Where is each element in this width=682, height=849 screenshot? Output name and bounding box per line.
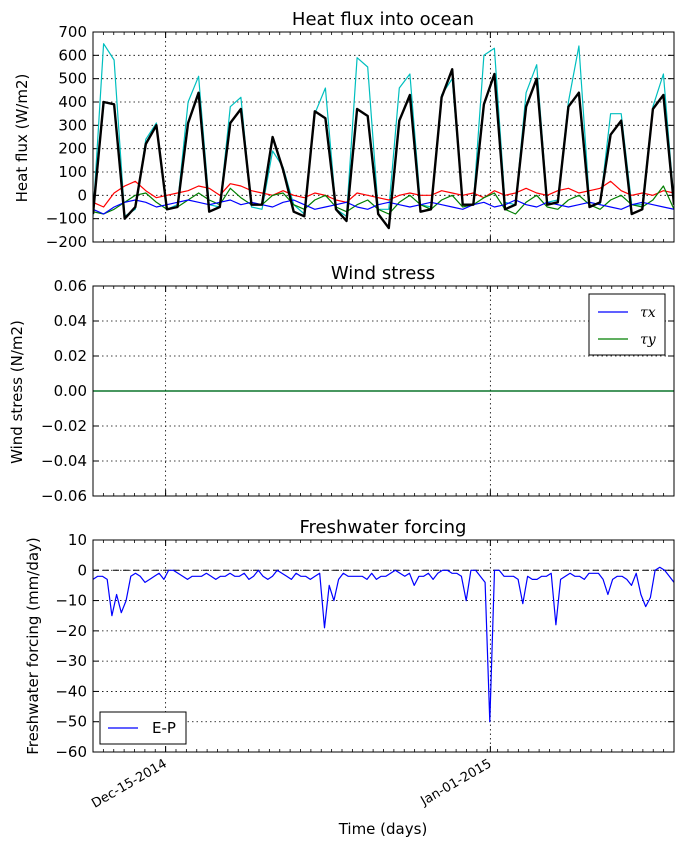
y-axis-label: Freshwater forcing (mm/day) [24,537,42,755]
y-tick-label: 200 [58,140,87,158]
series-line [93,199,674,215]
legend-box [588,293,666,356]
wind-stress-panel: Wind stress Wind stress (N/m2) −0.06 −0.0… [8,263,675,505]
y-axis-label: Wind stress (N/m2) [8,320,26,464]
y-tick-label: 400 [58,93,87,111]
y-tick-label: 600 [58,46,87,64]
y-tick-label: −50 [55,713,87,731]
y-tick-label: −10 [55,592,87,610]
heat-flux-panel: Heat flux into ocean Heat flux (W/m2) −2… [13,9,675,251]
series-line [93,43,674,217]
y-tick-label: 0 [77,561,87,579]
y-tick-label: 0 [77,186,87,204]
series-line [93,180,674,208]
y-tick-label: 0.02 [54,347,87,365]
x-tick-label: Dec-15-2014 [89,756,169,811]
series-line [93,185,674,215]
legend-label: E-P [152,719,176,737]
y-tick-label: 0.00 [54,382,87,400]
legend: τx τy [588,293,666,356]
y-tick-label: −200 [46,233,87,251]
y-tick-label: −20 [55,622,87,640]
y-axis-label: Heat flux (W/m2) [13,74,31,203]
chart-title: Freshwater forcing [299,517,466,538]
y-tick-label: 500 [58,70,87,88]
plot-frame [92,539,675,753]
y-tick-label: −60 [55,743,87,761]
x-axis-label: Time (days) [338,820,428,838]
y-tick-label: 100 [58,163,87,181]
y-tick-label: −40 [55,682,87,700]
y-tick-label: 10 [68,531,87,549]
x-tick-label: Jan-01-2015 [418,756,495,809]
y-tick-label: −0.04 [41,452,87,470]
y-tick-label: 700 [58,23,87,41]
freshwater-panel: Freshwater forcing Freshwater forcing (m… [24,517,675,838]
y-tick-label: 0.04 [54,312,87,330]
y-tick-label: 0.06 [54,277,87,295]
plot-frame [92,285,675,497]
legend: E-P [99,711,187,745]
chart-title: Wind stress [331,263,435,284]
y-tick-label: −30 [55,652,87,670]
plot-frame [92,31,675,243]
chart-title: Heat flux into ocean [292,9,474,30]
y-tick-label: −0.06 [41,487,87,505]
y-tick-label: 300 [58,116,87,134]
legend-label: τy [640,332,657,348]
series-line [93,68,674,230]
y-tick-label: −0.02 [41,417,87,435]
series-line [93,566,674,723]
legend-label: τx [640,305,656,321]
y-tick-label: −100 [46,210,87,228]
